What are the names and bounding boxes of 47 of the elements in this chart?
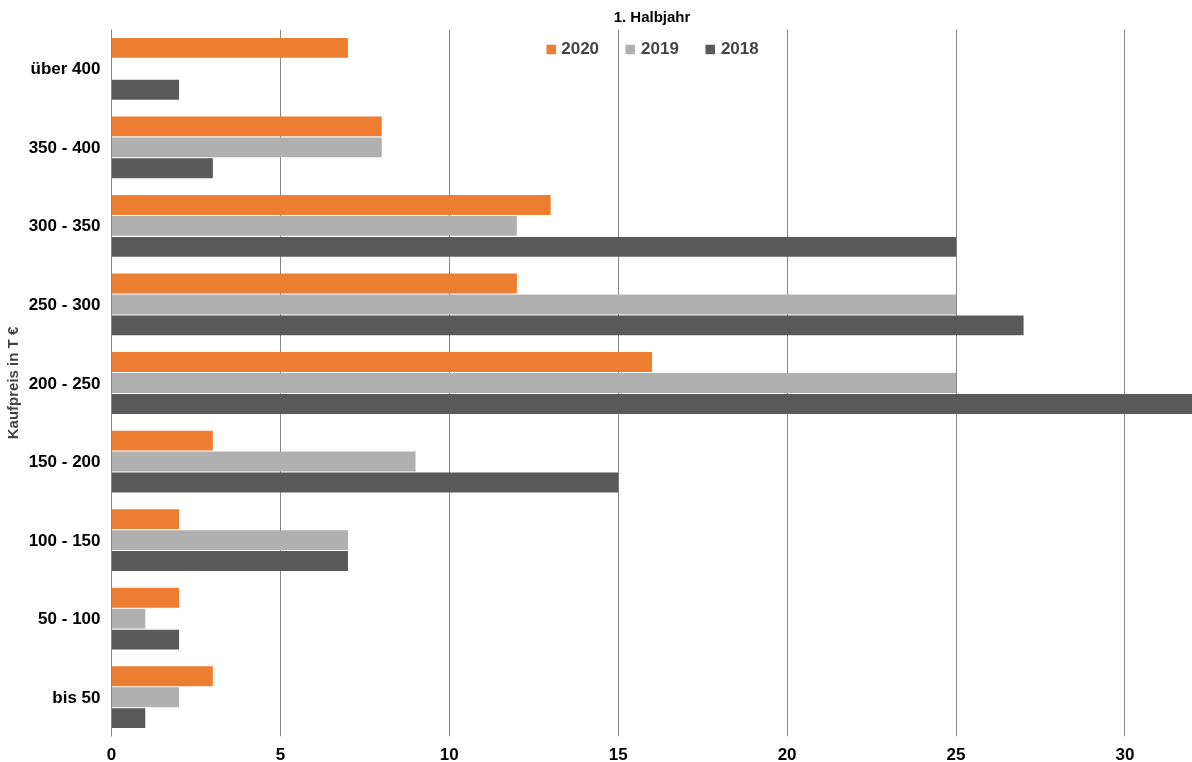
bar [111, 430, 213, 451]
bar [111, 608, 146, 629]
bar [111, 666, 213, 687]
bar [111, 158, 213, 179]
bar [111, 315, 1024, 336]
bar [111, 116, 382, 137]
bar [111, 530, 348, 551]
y-tick-label: 50 - 100 [38, 609, 101, 629]
bar [111, 687, 180, 708]
bar [111, 629, 180, 650]
bar [111, 587, 180, 608]
bar [111, 294, 957, 315]
y-tick-label: 200 - 250 [28, 373, 101, 393]
legend-label: 2020 [561, 39, 600, 59]
y-tick-label: 150 - 200 [28, 452, 101, 472]
bar [111, 236, 957, 257]
x-tick-label: 10 [439, 744, 459, 762]
bar [111, 708, 146, 729]
x-tick-label: 20 [777, 744, 797, 762]
x-tick-label: 25 [946, 744, 966, 762]
bar [111, 194, 551, 215]
bar [111, 472, 619, 493]
y-tick-label: bis 50 [52, 687, 101, 707]
bar [111, 394, 1192, 414]
y-tick-label: über 400 [30, 59, 101, 79]
bar [111, 352, 652, 372]
bar [111, 373, 957, 393]
bar [111, 273, 517, 294]
bar [111, 215, 517, 236]
chart-title: 1. Halbjahr [613, 7, 691, 25]
bar [111, 37, 348, 58]
x-tick-label: 30 [1115, 744, 1135, 762]
bar [111, 79, 180, 100]
y-tick-label: 100 - 150 [28, 530, 101, 550]
bar [111, 451, 416, 472]
legend-label: 2019 [641, 39, 679, 59]
y-tick-label: 300 - 350 [28, 216, 101, 236]
x-tick-label: 15 [608, 744, 628, 762]
legend-label: 2018 [720, 39, 759, 59]
y-tick-label: 250 - 300 [28, 294, 101, 314]
bar [111, 551, 348, 572]
x-tick-label: 5 [275, 744, 286, 762]
y-axis-title: Kaufpreis in T € [3, 326, 21, 440]
bar [111, 137, 382, 158]
x-tick-label: 0 [106, 744, 117, 762]
bar [111, 509, 180, 530]
y-tick-label: 350 - 400 [28, 137, 101, 157]
